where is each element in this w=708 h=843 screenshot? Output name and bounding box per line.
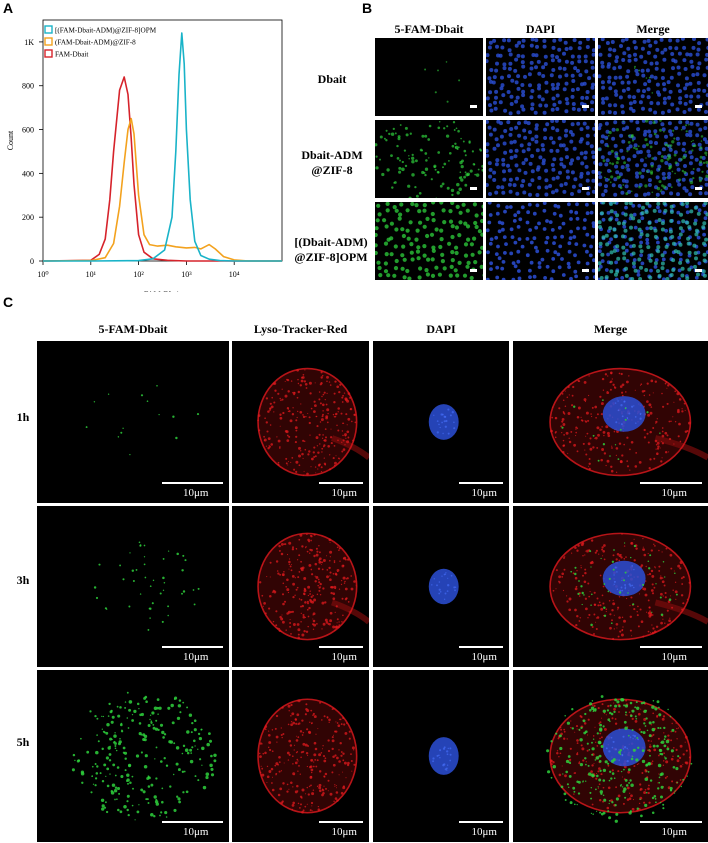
b-image-r1-c3 — [598, 38, 708, 116]
y-tick-label: 0 — [30, 257, 34, 266]
b-row-label-line: [(Dbait-ADM) — [294, 235, 368, 249]
scale-bar-label: 10μm — [471, 487, 497, 499]
scale-bar-label: 10μm — [183, 487, 209, 499]
scale-bar-label: 10μm — [661, 487, 687, 499]
b-row-label-line: Dbait — [317, 72, 347, 86]
c-image-r2-c4: 10μm — [513, 506, 708, 667]
scale-bar-label: 10μm — [471, 651, 497, 663]
series-line — [43, 32, 282, 262]
c-row-label-5h: 5h — [16, 735, 30, 749]
scale-bar — [162, 646, 223, 648]
scale-bar — [319, 821, 363, 823]
scale-bar — [640, 646, 702, 648]
b-row-label-line: Dbait-ADM — [301, 148, 363, 162]
x-tick-label: 10² — [133, 270, 144, 279]
scale-bar — [640, 821, 702, 823]
c-image-r1-c4: 10μm — [513, 341, 708, 503]
b-image-r2-c1 — [375, 120, 483, 198]
scale-bar — [470, 105, 477, 108]
scale-bar — [162, 482, 223, 484]
b-row-label-dbait: Dbait — [290, 72, 374, 87]
scale-bar — [459, 482, 503, 484]
b-image-r2-c3 — [598, 120, 708, 198]
scale-bar-label: 10μm — [471, 826, 497, 838]
y-tick-label: 800 — [22, 82, 34, 91]
scale-bar — [640, 482, 702, 484]
y-tick-label: 1K — [24, 38, 34, 47]
scale-bar-label: 10μm — [331, 826, 357, 838]
scale-bar-label: 10μm — [331, 487, 357, 499]
legend-label: [(FAM-Dbait-ADM)@ZIF-8]OPM — [55, 27, 157, 35]
scale-bar — [470, 269, 477, 272]
scale-bar — [459, 821, 503, 823]
flow-cytometry-histogram: 10⁰ 10¹ 10² 10³ 10⁴ 0 200 400 600 800 1K FAM-Dbait C… — [6, 19, 283, 292]
b-image-r3-c1 — [375, 202, 483, 280]
c-col-header-dapi: DAPI — [426, 322, 456, 336]
c-col-header-fam: 5-FAM-Dbait — [98, 322, 168, 336]
series-line — [42, 76, 282, 262]
b-image-r1-c1 — [375, 38, 483, 116]
scale-bar — [459, 646, 503, 648]
x-tick-label: 10³ — [181, 270, 192, 279]
scale-bar — [319, 482, 363, 484]
b-row-label-opm: [(Dbait-ADM) @ZIF-8]OPM — [286, 235, 376, 265]
scale-bar — [470, 187, 477, 190]
x-axis-label: FAM-Dbait — [144, 290, 182, 292]
c-image-r3-c1: 10μm — [37, 670, 229, 842]
scale-bar-label: 10μm — [661, 651, 687, 663]
b-image-r1-c2 — [486, 38, 595, 116]
series-line — [42, 117, 282, 262]
y-tick-label: 200 — [22, 213, 34, 222]
scale-bar-label: 10μm — [183, 826, 209, 838]
scale-bar — [319, 646, 363, 648]
y-tick-label: 600 — [22, 126, 34, 135]
panel-label-c: C — [3, 294, 14, 310]
legend-swatch — [44, 37, 53, 46]
x-tick-label: 10⁴ — [229, 270, 240, 279]
c-image-r1-c1: 10μm — [37, 341, 229, 503]
scale-bar — [582, 105, 589, 108]
b-col-header-dapi: DAPI — [525, 22, 556, 36]
c-image-r1-c3: 10μm — [373, 341, 509, 503]
b-image-r3-c2 — [486, 202, 595, 280]
legend-label: FAM-Dbait — [55, 51, 88, 59]
scale-bar-label: 10μm — [331, 651, 357, 663]
legend-swatch — [44, 25, 53, 34]
c-image-r2-c2: 10μm — [232, 506, 369, 667]
c-image-r3-c2: 10μm — [232, 670, 369, 842]
b-image-r3-c3 — [598, 202, 708, 280]
c-col-header-lyso: Lyso-Tracker-Red — [253, 322, 348, 336]
b-row-label-zif8: Dbait-ADM @ZIF-8 — [290, 148, 374, 178]
x-tick-label: 10⁰ — [37, 270, 48, 279]
scale-bar — [695, 187, 702, 190]
b-image-r2-c2 — [486, 120, 595, 198]
c-image-r2-c1: 10μm — [37, 506, 229, 667]
b-col-header-fam: 5-FAM-Dbait — [394, 22, 464, 36]
c-image-r2-c3: 10μm — [373, 506, 509, 667]
c-image-r3-c4: 10μm — [513, 670, 708, 842]
plot-frame — [42, 19, 283, 262]
c-col-header-merge: Merge — [593, 322, 628, 336]
b-row-label-line: @ZIF-8 — [311, 163, 353, 177]
legend-label: (FAM-Dbait-ADM)@ZIF-8 — [55, 39, 136, 47]
y-axis-label: Count — [6, 130, 15, 150]
scale-bar — [582, 187, 589, 190]
legend-swatch — [44, 49, 53, 58]
scale-bar — [695, 269, 702, 272]
x-tick-label: 10¹ — [86, 270, 97, 279]
scale-bar-label: 10μm — [661, 826, 687, 838]
c-image-r1-c2: 10μm — [232, 341, 369, 503]
panel-label-b: B — [362, 0, 373, 16]
c-row-label-3h: 3h — [16, 573, 30, 587]
scale-bar — [162, 821, 223, 823]
y-tick-label: 400 — [22, 169, 34, 178]
scale-bar — [695, 105, 702, 108]
panel-label-a: A — [3, 0, 14, 16]
c-image-r3-c3: 10μm — [373, 670, 509, 842]
b-row-label-line: @ZIF-8]OPM — [294, 250, 368, 264]
scale-bar-label: 10μm — [183, 651, 209, 663]
b-col-header-merge: Merge — [636, 22, 670, 36]
c-row-label-1h: 1h — [16, 410, 30, 424]
scale-bar — [582, 269, 589, 272]
